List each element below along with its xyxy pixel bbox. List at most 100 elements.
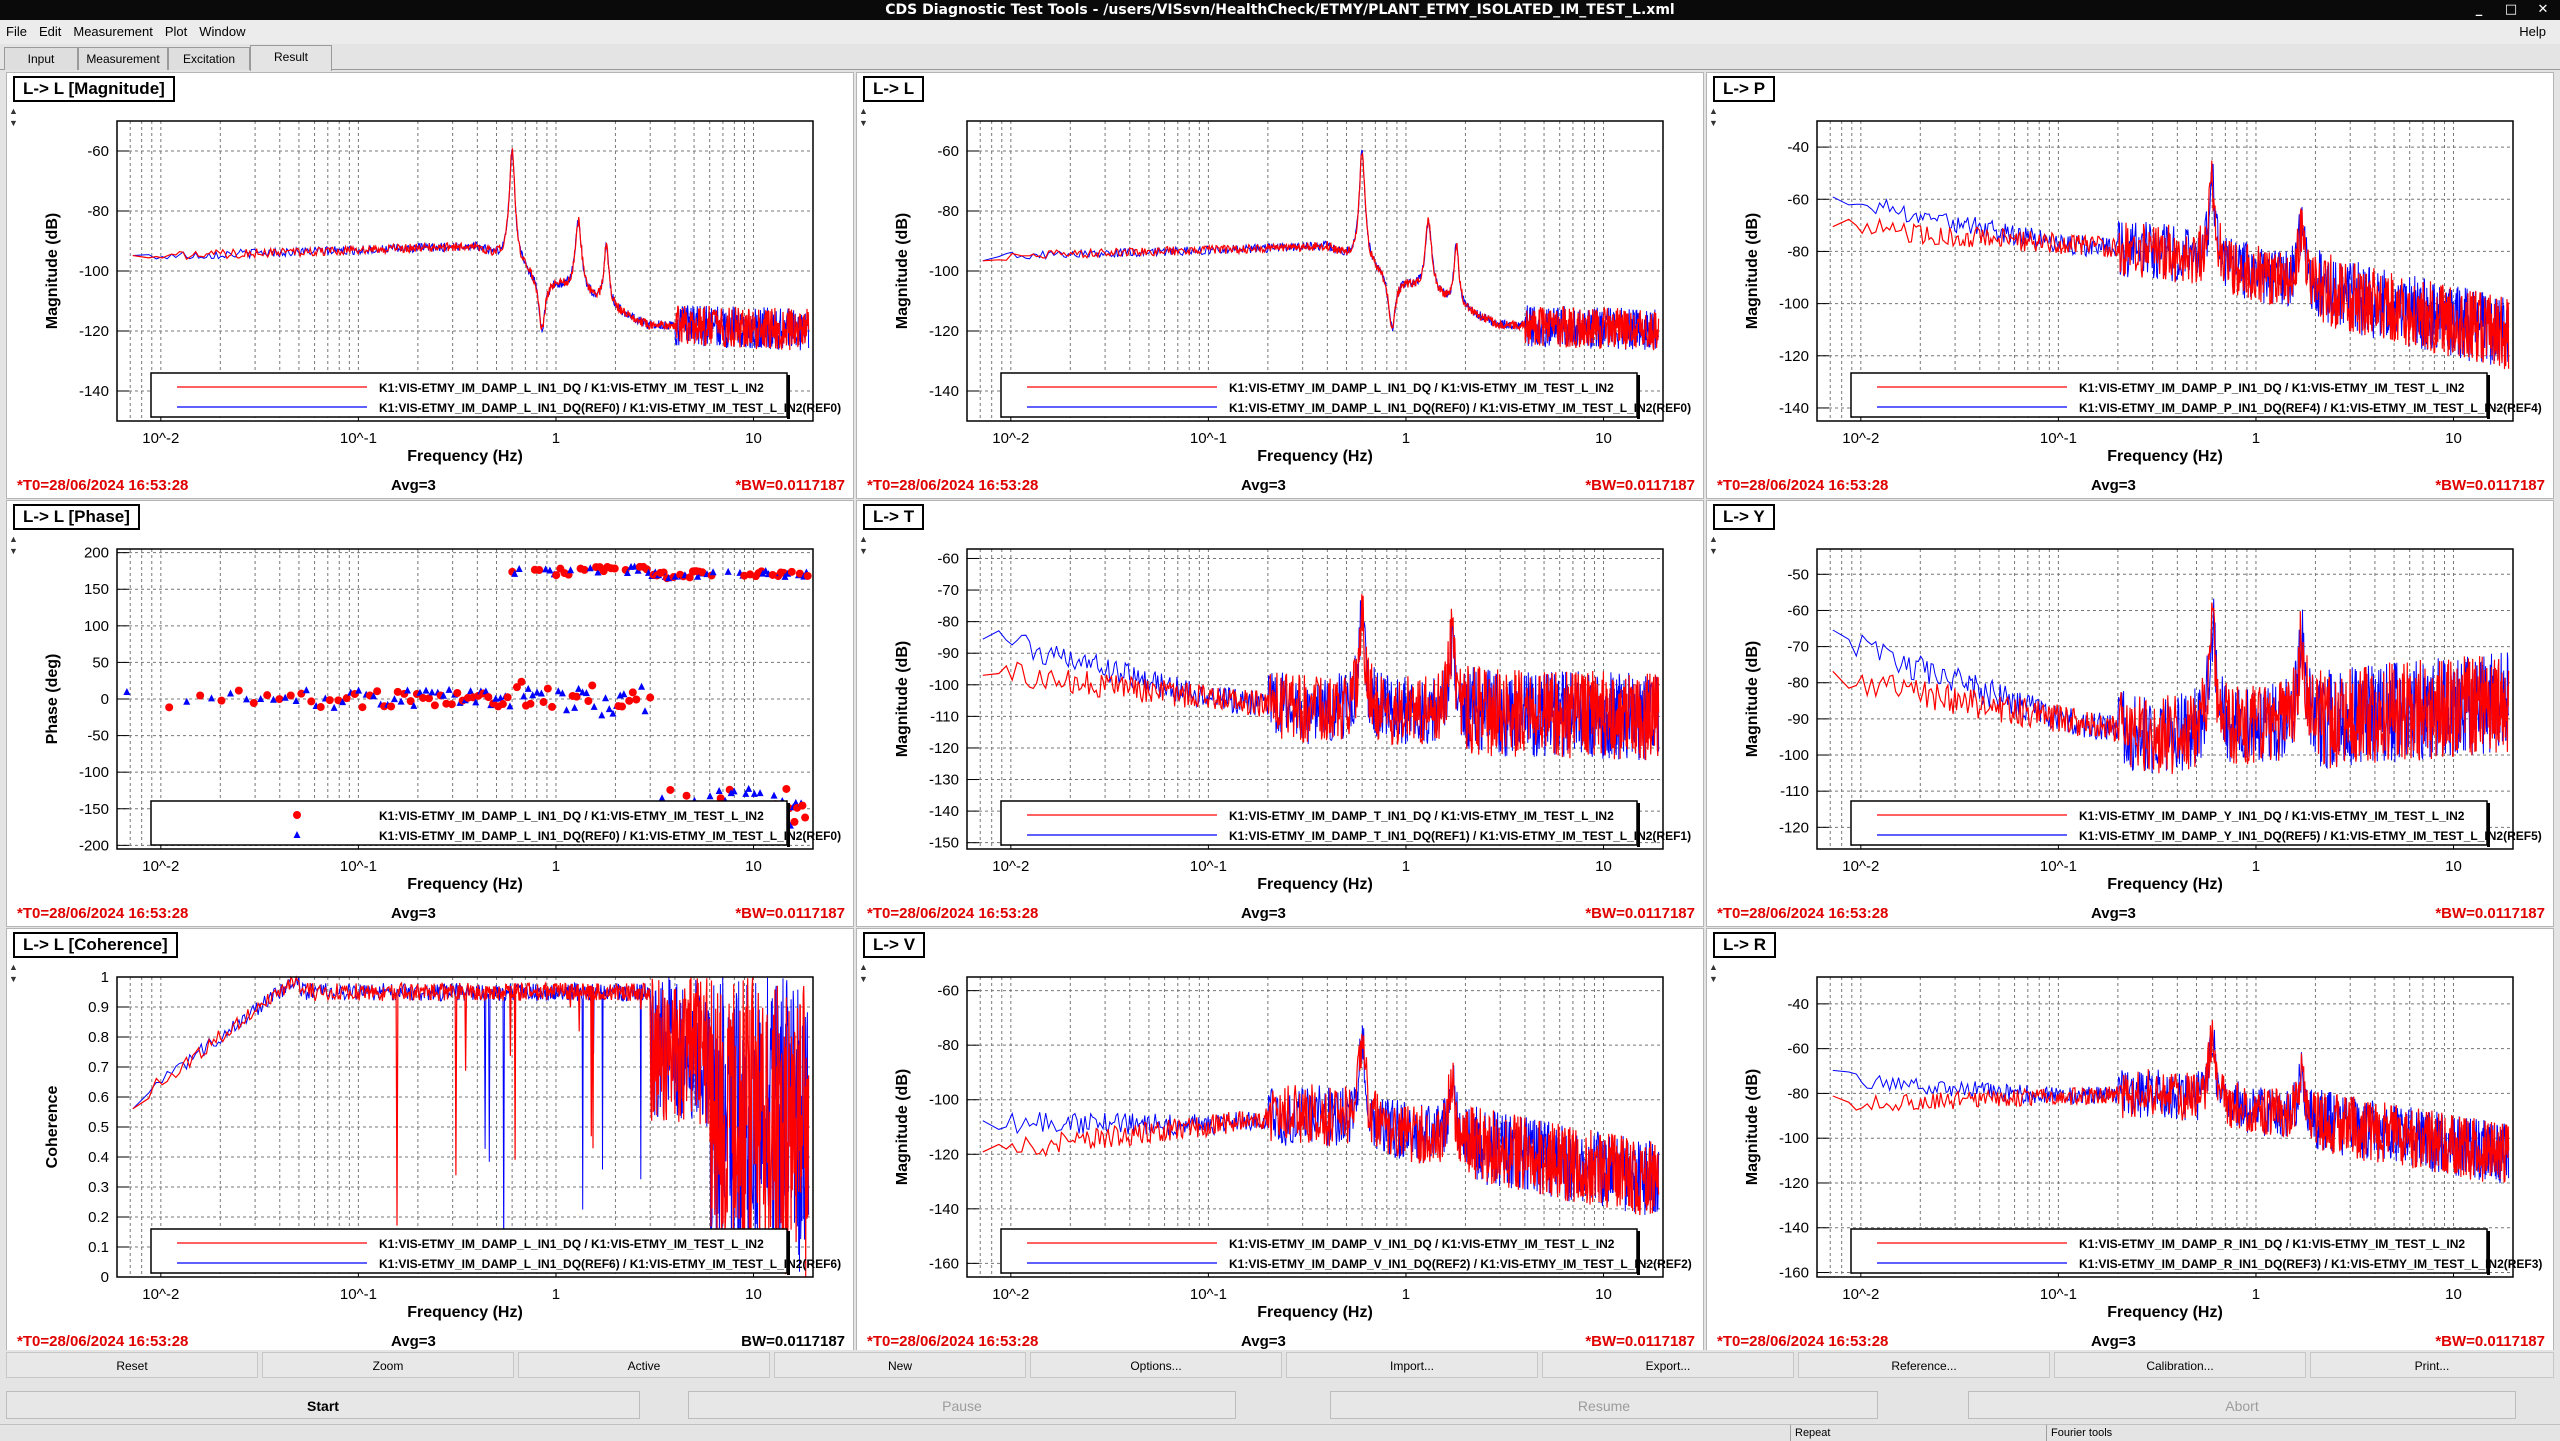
menu-help[interactable]: Help <box>2519 24 2546 39</box>
tab-result[interactable]: Result <box>250 45 332 71</box>
legend-entry: K1:VIS-ETMY_IM_DAMP_R_IN1_DQ / K1:VIS-ET… <box>2079 1237 2465 1251</box>
y-tick-label: -70 <box>937 582 959 599</box>
plot-canvas: 1 0.9 0.8 0.7 0.6 0.5 0.4 0.3 0.2 0.1 0 10^-2 10^-1 1… <box>44 969 841 1321</box>
phase-ref-point <box>594 568 602 576</box>
phase-point <box>632 695 641 704</box>
resume-button[interactable]: Resume <box>1330 1391 1878 1419</box>
phase-point <box>430 701 439 710</box>
plot-panel[interactable]: ▲ ▼ -40 -60 -80 -100 -120 -140 10^-2 10^-1 1 10 Freq… <box>1706 72 2554 499</box>
panel-title[interactable]: L-> Y <box>1713 504 1775 530</box>
panel-title[interactable]: L-> V <box>863 932 926 958</box>
legend-entry: K1:VIS-ETMY_IM_DAMP_Y_IN1_DQ(REF5) / K1:… <box>2079 829 2542 843</box>
x-axis-label: Frequency (Hz) <box>1257 448 1373 465</box>
plot-panel[interactable]: ▲ ▼ -60 -80 -100 -120 -140 -160 10^-2 10^-1 1 10 Fre… <box>856 928 1704 1355</box>
y-tick-label: 0 <box>101 691 109 708</box>
panel-adjust-icon[interactable]: ▲ ▼ <box>1709 106 1718 128</box>
phase-ref-point <box>563 706 571 714</box>
panel-title[interactable]: L-> L <box>863 76 925 102</box>
new-button[interactable]: New <box>774 1352 1026 1378</box>
menu-measurement[interactable]: Measurement <box>73 24 153 39</box>
y-axis-label: Phase (deg) <box>44 654 61 745</box>
x-tick-label: 10^-1 <box>2040 1286 2077 1303</box>
phase-ref-point <box>397 697 405 705</box>
panel-title[interactable]: L-> L [Coherence] <box>13 932 178 958</box>
x-tick-label: 10 <box>1595 430 1612 447</box>
y-tick-label: 0.8 <box>88 1029 109 1046</box>
menu-file[interactable]: File <box>6 24 27 39</box>
plot-panel[interactable]: ▲ ▼ -60 -80 -100 -120 -140 10^-2 10^-1 1 10 Frequen… <box>856 72 1704 499</box>
menu-window[interactable]: Window <box>199 24 246 39</box>
phase-ref-point <box>529 691 537 699</box>
panel-adjust-icon[interactable]: ▲ ▼ <box>1709 962 1718 984</box>
tab-input[interactable]: Input <box>4 47 78 70</box>
y-axis-label: Magnitude (dB) <box>894 213 911 329</box>
panel-adjust-icon[interactable]: ▲ ▼ <box>9 106 18 128</box>
panel-title[interactable]: L-> R <box>1713 932 1776 958</box>
plot-canvas: -60 -70 -80 -90 -100 -110 -120 -130 -140 -150 10^-… <box>894 548 1691 893</box>
tab-measurement[interactable]: Measurement <box>78 47 168 70</box>
start-button[interactable]: Start <box>6 1391 640 1419</box>
legend-entry: K1:VIS-ETMY_IM_DAMP_Y_IN1_DQ / K1:VIS-ET… <box>2079 809 2465 823</box>
panel-title[interactable]: L-> L [Magnitude] <box>13 76 175 102</box>
y-tick-label: -120 <box>929 740 959 757</box>
tab-excitation[interactable]: Excitation <box>168 47 250 70</box>
phase-ref-point <box>742 789 750 797</box>
panel-title[interactable]: L-> P <box>1713 76 1776 102</box>
panel-adjust-icon[interactable]: ▲ ▼ <box>859 106 868 128</box>
pause-button[interactable]: Pause <box>688 1391 1236 1419</box>
print-button[interactable]: Print... <box>2310 1352 2554 1378</box>
menu-edit[interactable]: Edit <box>38 24 62 39</box>
panel-title[interactable]: L-> T <box>863 504 925 530</box>
data-series-line <box>132 975 810 1277</box>
x-tick-label: 10^-2 <box>142 430 179 447</box>
phase-point <box>307 697 316 706</box>
panel-adjust-icon[interactable]: ▲ ▼ <box>859 534 868 556</box>
plot-panel[interactable]: ▲ ▼ 200 150 100 50 0 -50 -100 -150 -200 10^-2 10^-1 1… <box>6 500 854 927</box>
options-button[interactable]: Options... <box>1030 1352 1282 1378</box>
maximize-icon[interactable]: □ <box>2504 2 2518 17</box>
x-tick-label: 10^-1 <box>1190 430 1227 447</box>
legend-entry: K1:VIS-ETMY_IM_DAMP_V_IN1_DQ / K1:VIS-ET… <box>1229 1237 1615 1251</box>
plot-canvas: -50 -60 -70 -80 -90 -100 -110 -120 10^-2 10^-1 1 10… <box>1744 548 2542 893</box>
abort-button[interactable]: Abort <box>1968 1391 2516 1419</box>
phase-point <box>803 571 812 580</box>
phase-ref-point <box>428 688 436 696</box>
phase-ref-point <box>472 698 480 706</box>
export-button[interactable]: Export... <box>1542 1352 1794 1378</box>
phase-ref-point <box>302 686 310 694</box>
panel-adjust-icon[interactable]: ▲ ▼ <box>9 534 18 556</box>
plot-panel[interactable]: ▲ ▼ 1 0.9 0.8 0.7 0.6 0.5 0.4 0.3 0.2 0.1 0 10^-2 10^-… <box>6 928 854 1355</box>
import-button[interactable]: Import... <box>1286 1352 1538 1378</box>
phase-point <box>801 813 810 822</box>
y-tick-label: -100 <box>929 677 959 694</box>
panel-title[interactable]: L-> L [Phase] <box>13 504 140 530</box>
calibration-button[interactable]: Calibration... <box>2054 1352 2306 1378</box>
average-count: Avg=3 <box>391 905 436 922</box>
y-tick-label: -60 <box>1787 191 1809 208</box>
phase-ref-point <box>515 564 523 572</box>
panel-adjust-icon[interactable]: ▲ ▼ <box>859 962 868 984</box>
reset-button[interactable]: Reset <box>6 1352 258 1378</box>
menu-plot[interactable]: Plot <box>164 24 188 39</box>
minimize-icon[interactable]: _ <box>2475 2 2483 17</box>
close-icon[interactable]: ✕ <box>2537 2 2549 17</box>
y-tick-label: 0.4 <box>88 1149 109 1166</box>
y-tick-label: 0.9 <box>88 999 109 1016</box>
plot-panel[interactable]: ▲ ▼ -60 -70 -80 -90 -100 -110 -120 -130 -140 -150 10… <box>856 500 1704 927</box>
average-count: Avg=3 <box>1241 905 1286 922</box>
plot-panel[interactable]: ▲ ▼ -40 -60 -80 -100 -120 -140 -160 10^-2 10^-1 1 10… <box>1706 928 2554 1355</box>
phase-point <box>666 785 675 794</box>
reference-button[interactable]: Reference... <box>1798 1352 2050 1378</box>
phase-point <box>610 564 619 573</box>
panel-adjust-icon[interactable]: ▲ ▼ <box>1709 534 1718 556</box>
plot-panel[interactable]: ▲ ▼ -60 -80 -100 -120 -140 10^-2 10^-1 1 10 Frequen… <box>6 72 854 499</box>
zoom-button[interactable]: Zoom <box>262 1352 514 1378</box>
y-tick-label: -140 <box>929 803 959 820</box>
phase-point <box>628 688 637 697</box>
active-button[interactable]: Active <box>518 1352 770 1378</box>
phase-ref-point <box>281 693 289 701</box>
phase-point <box>512 683 521 692</box>
x-tick-label: 10 <box>745 858 762 875</box>
panel-adjust-icon[interactable]: ▲ ▼ <box>9 962 18 984</box>
plot-panel[interactable]: ▲ ▼ -50 -60 -70 -80 -90 -100 -110 -120 10^-2 10^-1 1… <box>1706 500 2554 927</box>
